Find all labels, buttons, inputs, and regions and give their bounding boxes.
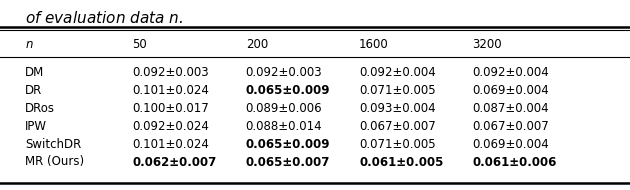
Text: 0.065±0.007: 0.065±0.007 [246, 155, 330, 169]
Text: 0.087±0.004: 0.087±0.004 [472, 101, 549, 115]
Text: 0.067±0.007: 0.067±0.007 [359, 120, 436, 132]
Text: DRos: DRos [25, 101, 55, 115]
Text: 0.088±0.014: 0.088±0.014 [246, 120, 323, 132]
Text: 0.093±0.004: 0.093±0.004 [359, 101, 436, 115]
Text: 0.069±0.004: 0.069±0.004 [472, 83, 549, 97]
Text: 0.089±0.006: 0.089±0.006 [246, 101, 323, 115]
Text: 0.069±0.004: 0.069±0.004 [472, 138, 549, 150]
Text: 0.092±0.003: 0.092±0.003 [246, 66, 323, 78]
Text: 50: 50 [132, 39, 147, 51]
Text: 0.092±0.004: 0.092±0.004 [359, 66, 436, 78]
Text: 0.065±0.009: 0.065±0.009 [246, 138, 330, 150]
Text: of evaluation data $n$.: of evaluation data $n$. [25, 10, 183, 26]
Text: 0.061±0.006: 0.061±0.006 [472, 155, 557, 169]
Text: DR: DR [25, 83, 42, 97]
Text: 0.065±0.009: 0.065±0.009 [246, 83, 330, 97]
Text: 0.092±0.003: 0.092±0.003 [132, 66, 209, 78]
Text: 0.092±0.024: 0.092±0.024 [132, 120, 209, 132]
Text: SwitchDR: SwitchDR [25, 138, 81, 150]
Text: 0.100±0.017: 0.100±0.017 [132, 101, 209, 115]
Text: $n$: $n$ [25, 39, 34, 51]
Text: 0.062±0.007: 0.062±0.007 [132, 155, 217, 169]
Text: DM: DM [25, 66, 45, 78]
Text: MR (Ours): MR (Ours) [25, 155, 84, 169]
Text: 3200: 3200 [472, 39, 502, 51]
Text: 0.071±0.005: 0.071±0.005 [359, 138, 436, 150]
Text: 0.071±0.005: 0.071±0.005 [359, 83, 436, 97]
Text: 0.101±0.024: 0.101±0.024 [132, 83, 209, 97]
Text: 0.101±0.024: 0.101±0.024 [132, 138, 209, 150]
Text: IPW: IPW [25, 120, 47, 132]
Text: 0.061±0.005: 0.061±0.005 [359, 155, 444, 169]
Text: 1600: 1600 [359, 39, 389, 51]
Text: 0.067±0.007: 0.067±0.007 [472, 120, 549, 132]
Text: 200: 200 [246, 39, 268, 51]
Text: 0.092±0.004: 0.092±0.004 [472, 66, 549, 78]
